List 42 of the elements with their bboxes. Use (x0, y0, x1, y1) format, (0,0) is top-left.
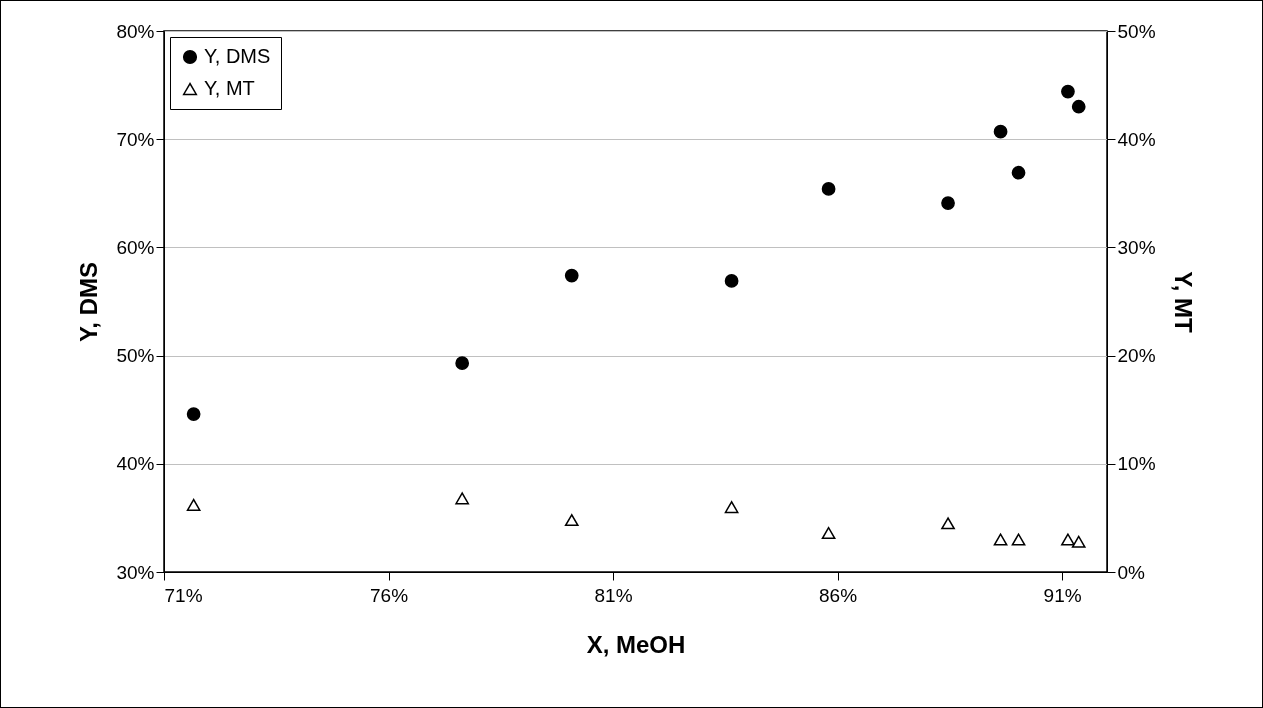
point (1061, 533, 1075, 546)
point (455, 356, 470, 371)
y2-axis-title: Y, MT (1169, 271, 1197, 333)
point (1061, 84, 1075, 99)
point (1071, 535, 1086, 548)
y2-tick-label: 10% (1117, 453, 1156, 475)
point (941, 517, 955, 530)
y2-tick-label: 50% (1117, 20, 1156, 42)
point (993, 124, 1008, 139)
y2-tick-label: 40% (1117, 128, 1156, 150)
point (186, 498, 201, 511)
y-tick-label: 40% (116, 453, 155, 475)
point (186, 407, 201, 421)
x-tick-label: 86% (819, 584, 858, 606)
point (724, 501, 739, 514)
y2-tick-label: 30% (1117, 236, 1156, 258)
y-tick-label: 80% (116, 20, 155, 42)
y2-tick-label: 20% (1117, 345, 1156, 367)
point (564, 514, 579, 527)
point (993, 533, 1008, 546)
x-axis-title: X, MeOH (586, 630, 686, 658)
point (821, 527, 836, 540)
point (821, 182, 836, 196)
x-tick-label: 71% (164, 584, 203, 606)
point (455, 492, 470, 505)
y-tick-label: 60% (116, 236, 155, 258)
legend-label: Y, DMS (204, 45, 271, 67)
y-axis-title: Y, DMS (75, 261, 103, 343)
y-tick-label: 30% (116, 561, 155, 583)
legend-label: Y, MT (204, 77, 255, 99)
point (1011, 165, 1026, 180)
y-tick-label: 70% (116, 128, 155, 150)
x-tick-label: 91% (1043, 584, 1082, 606)
y-tick-label: 50% (116, 345, 155, 367)
point (941, 196, 955, 210)
x-tick-label: 76% (370, 584, 409, 606)
point (1011, 533, 1026, 546)
point (1071, 99, 1086, 114)
point (724, 274, 739, 288)
y2-tick-label: 0% (1117, 561, 1146, 583)
point (564, 268, 579, 283)
x-tick-label: 81% (594, 584, 633, 606)
